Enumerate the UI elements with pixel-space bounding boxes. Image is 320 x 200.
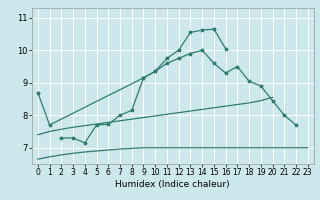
X-axis label: Humidex (Indice chaleur): Humidex (Indice chaleur) [116,180,230,189]
